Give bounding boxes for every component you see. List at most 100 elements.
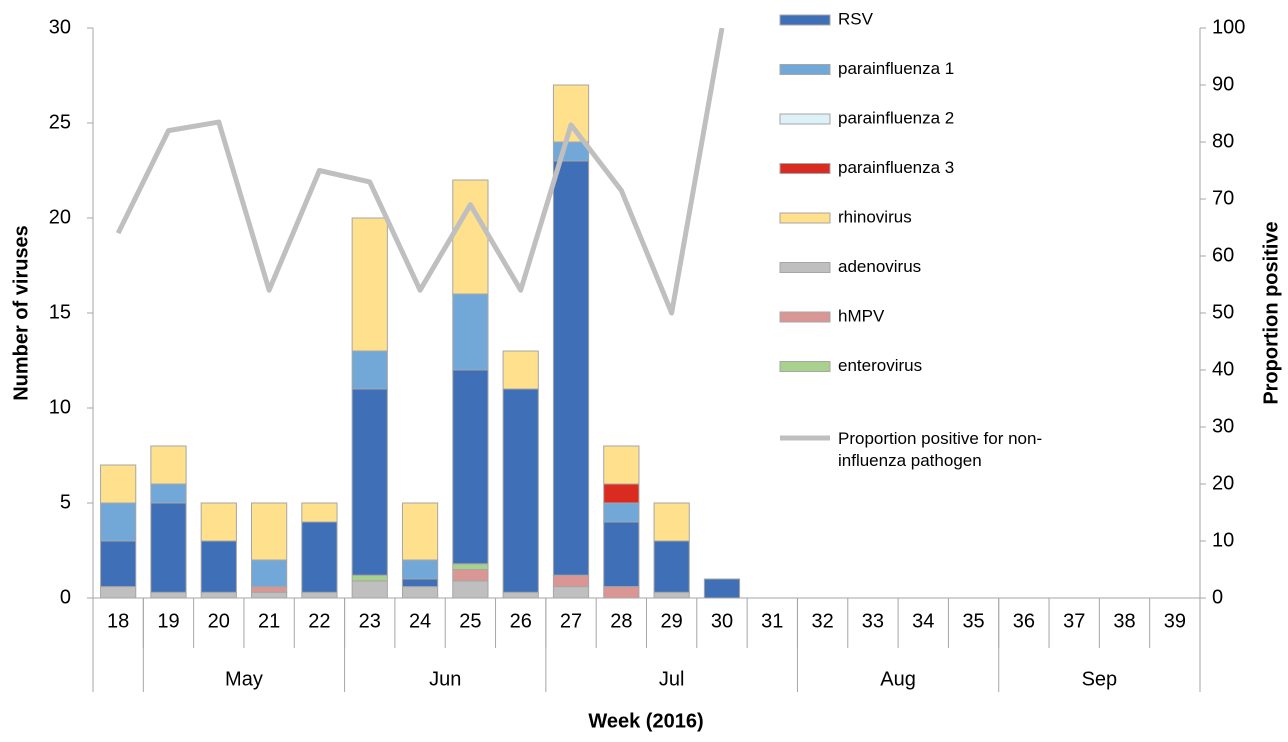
x-tick-label: 31 <box>761 610 783 632</box>
legend-label: enterovirus <box>838 356 922 375</box>
legend-swatch <box>779 212 831 224</box>
x-tick-label: 28 <box>610 610 632 632</box>
legend-swatch <box>779 361 831 372</box>
legend-label: RSV <box>838 9 874 28</box>
legend-label: Proportion positive for non-influenza pa… <box>838 429 1043 470</box>
legend-label: parainfluenza 3 <box>838 158 954 177</box>
legend-label: hMPV <box>838 306 885 325</box>
bar-segment <box>200 502 237 542</box>
x-tick-label: 32 <box>811 610 833 632</box>
x-tick-label: 37 <box>1063 610 1085 632</box>
y2-tick-label: 50 <box>1212 301 1234 323</box>
bar-segment <box>301 521 338 593</box>
bar-segment <box>251 502 288 561</box>
y2-tick-label: 0 <box>1212 586 1223 608</box>
y-tick-label: 20 <box>49 206 71 228</box>
y2-tick-label: 60 <box>1212 244 1234 266</box>
bar-segment <box>301 502 338 523</box>
x-tick-label: 22 <box>308 610 330 632</box>
bar-segment <box>150 483 187 504</box>
x-tick-label: 25 <box>459 610 481 632</box>
bar-segment <box>401 586 439 599</box>
legend-label: parainfluenza 2 <box>838 108 954 127</box>
x-tick-label: 38 <box>1113 610 1135 632</box>
bar-segment <box>452 569 489 582</box>
bar-segment <box>653 502 690 542</box>
bar-segment <box>703 578 741 599</box>
bar-segment <box>401 559 439 580</box>
legend-swatch <box>779 113 831 125</box>
y-tick-label: 25 <box>49 111 71 133</box>
bar-segment <box>452 179 489 295</box>
month-label: Sep <box>1082 668 1118 690</box>
month-label: May <box>225 668 263 690</box>
y2-axis-title: Proportion positive <box>1260 221 1282 404</box>
y-tick-label: 15 <box>49 301 71 323</box>
y2-tick-label: 10 <box>1212 529 1234 551</box>
x-tick-label: 21 <box>258 610 280 632</box>
bar-segment <box>401 578 439 588</box>
bar-segment <box>251 559 288 588</box>
bar-segment <box>452 563 489 570</box>
bar-segment <box>100 502 137 542</box>
y-axis-title: Number of viruses <box>10 225 32 401</box>
x-tick-label: 39 <box>1164 610 1186 632</box>
legend-swatch <box>779 64 831 75</box>
bar-segment <box>552 160 590 576</box>
bar-segment <box>603 502 640 523</box>
y2-tick-label: 100 <box>1212 16 1245 38</box>
bar-segment <box>452 293 489 371</box>
y2-tick-label: 70 <box>1212 187 1234 209</box>
bar-segment <box>351 217 388 352</box>
bar-segment <box>552 574 590 588</box>
y-tick-label: 0 <box>60 586 71 608</box>
y2-tick-label: 20 <box>1212 472 1234 494</box>
x-tick-label: 34 <box>912 610 934 632</box>
bar-segment <box>452 369 489 565</box>
legend-swatch <box>779 163 831 174</box>
x-tick-label: 27 <box>560 610 582 632</box>
month-label: Jun <box>429 668 461 690</box>
legend-label: adenovirus <box>838 257 921 276</box>
bar-segment <box>100 540 137 588</box>
x-tick-label: 23 <box>359 610 381 632</box>
x-axis-title: Week (2016) <box>588 710 703 732</box>
x-tick-label: 36 <box>1013 610 1035 632</box>
bar-segment <box>603 521 640 588</box>
bar-segment <box>502 350 539 390</box>
bar-segment <box>653 591 690 599</box>
bar-segment <box>200 591 237 599</box>
legend-label: rhinovirus <box>838 207 912 226</box>
y-tick-label: 5 <box>60 491 71 513</box>
y2-tick-label: 80 <box>1212 130 1234 152</box>
bar-segment <box>603 483 640 504</box>
bar-segment <box>502 591 539 599</box>
x-tick-label: 26 <box>510 610 532 632</box>
x-tick-label: 29 <box>661 610 683 632</box>
bar-segment <box>200 540 237 593</box>
bar-segment <box>552 586 590 599</box>
bar-segment <box>351 574 388 582</box>
month-label: Aug <box>880 668 916 690</box>
x-tick-label: 30 <box>711 610 733 632</box>
bar-segment <box>150 445 187 485</box>
y-tick-label: 30 <box>49 16 71 38</box>
line-series <box>115 28 725 316</box>
y2-tick-label: 40 <box>1212 358 1234 380</box>
bar-segment <box>150 502 187 593</box>
bar-segment <box>351 580 388 599</box>
x-tick-label: 18 <box>107 610 129 632</box>
y-tick-label: 10 <box>49 396 71 418</box>
bar-segment <box>251 591 288 599</box>
bar-segment <box>452 580 489 599</box>
month-label: Jul <box>659 668 685 690</box>
legend-swatch <box>779 14 831 26</box>
y2-tick-label: 90 <box>1212 73 1234 95</box>
bar-segment <box>401 502 439 561</box>
x-tick-label: 35 <box>962 610 984 632</box>
x-tick-label: 20 <box>208 610 230 632</box>
legend-label: parainfluenza 1 <box>838 59 954 78</box>
legend-swatch <box>779 262 831 273</box>
